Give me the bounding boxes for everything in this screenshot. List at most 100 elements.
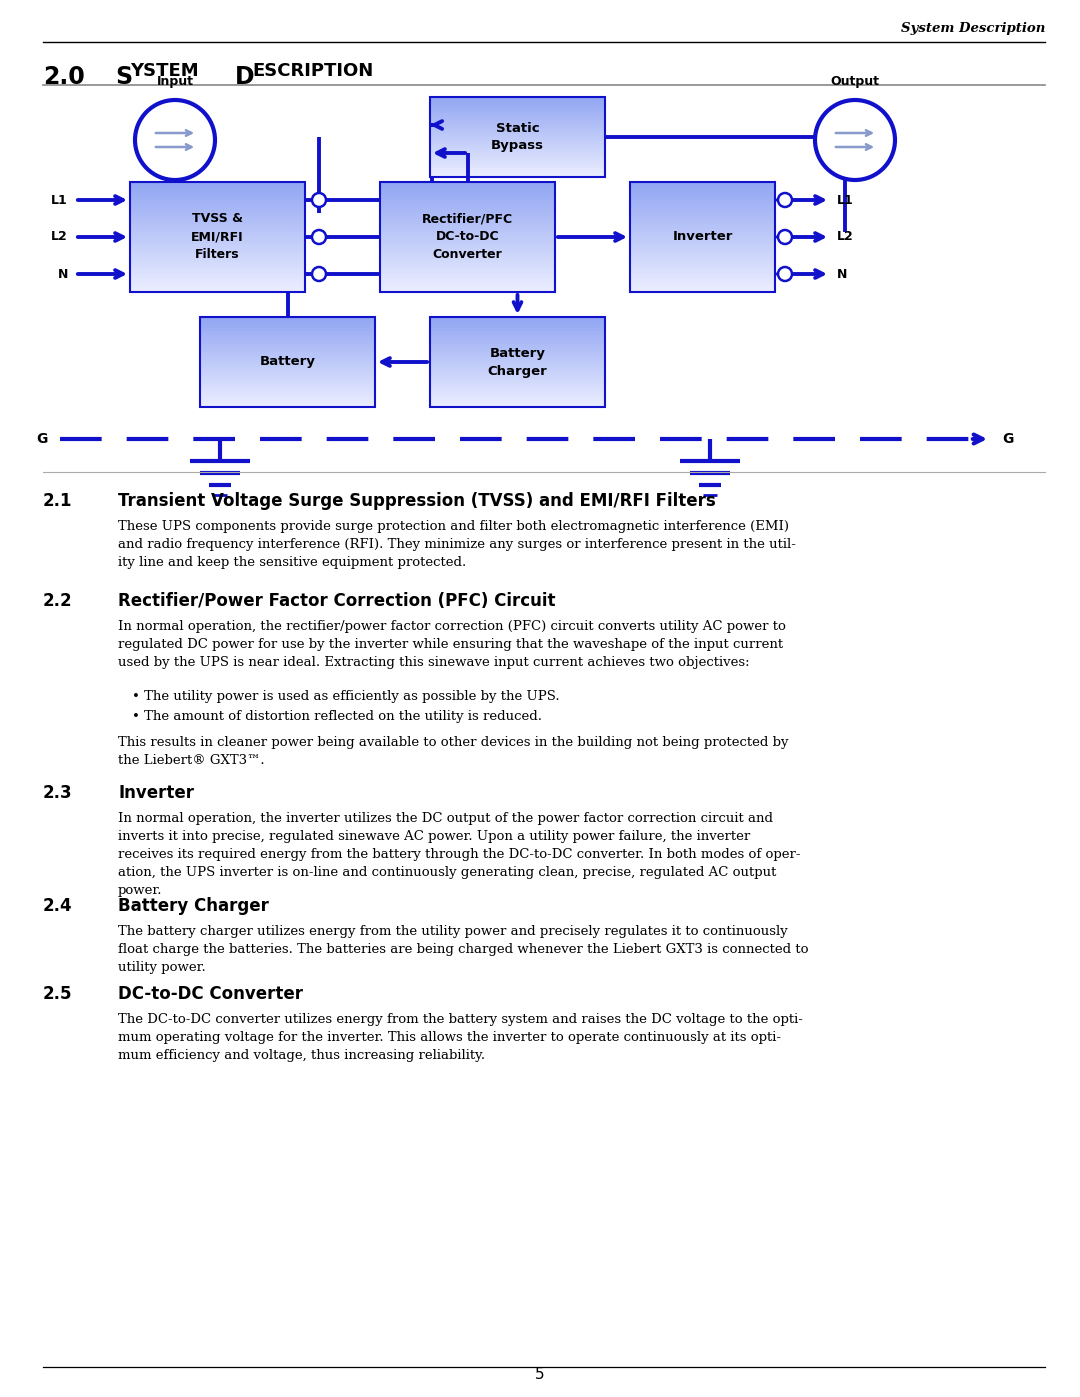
Bar xyxy=(130,271,305,274)
Bar xyxy=(430,105,605,106)
Bar xyxy=(200,362,375,363)
Bar xyxy=(130,260,305,263)
Bar xyxy=(430,337,605,338)
Text: N: N xyxy=(837,267,848,281)
Bar xyxy=(430,348,605,351)
Bar xyxy=(630,219,775,222)
Text: TVSS &
EMI/RFI
Filters: TVSS & EMI/RFI Filters xyxy=(191,212,244,261)
Circle shape xyxy=(312,193,326,207)
Bar xyxy=(430,126,605,127)
Bar xyxy=(430,349,605,352)
Bar xyxy=(200,334,375,337)
Bar xyxy=(430,113,605,116)
Bar xyxy=(200,365,375,366)
Text: L1: L1 xyxy=(51,194,68,207)
Bar xyxy=(200,400,375,401)
Text: The DC-to-DC converter utilizes energy from the battery system and raises the DC: The DC-to-DC converter utilizes energy f… xyxy=(118,1013,802,1062)
Bar xyxy=(380,240,555,243)
Bar xyxy=(430,383,605,384)
Text: ESCRIPTION: ESCRIPTION xyxy=(252,61,374,80)
Bar xyxy=(630,282,775,285)
Bar xyxy=(630,204,775,205)
Bar xyxy=(200,398,375,400)
Bar xyxy=(380,236,555,239)
Bar xyxy=(200,388,375,391)
Bar xyxy=(380,190,555,193)
Bar xyxy=(130,228,305,229)
Bar xyxy=(200,391,375,394)
Bar xyxy=(130,258,305,261)
Bar xyxy=(630,253,775,256)
Bar xyxy=(200,345,375,346)
Bar xyxy=(630,210,775,211)
Bar xyxy=(130,224,305,226)
Bar xyxy=(630,212,775,215)
Bar xyxy=(430,172,605,175)
Bar xyxy=(200,395,375,398)
Bar xyxy=(630,231,775,233)
Bar xyxy=(380,251,555,253)
Bar xyxy=(130,268,305,270)
Bar xyxy=(130,244,305,246)
Bar xyxy=(130,219,305,222)
Bar xyxy=(430,144,605,147)
Text: 2.4: 2.4 xyxy=(43,897,72,915)
Bar xyxy=(430,400,605,401)
Bar xyxy=(200,387,375,388)
Bar xyxy=(130,210,305,211)
Bar xyxy=(130,275,305,278)
Bar xyxy=(380,264,555,267)
Bar xyxy=(130,189,305,191)
Bar xyxy=(380,281,555,282)
Bar xyxy=(200,327,375,330)
Bar xyxy=(430,124,605,126)
Bar xyxy=(630,233,775,235)
Bar xyxy=(200,359,375,360)
Bar xyxy=(630,257,775,258)
Bar xyxy=(430,127,605,129)
Text: 2.5: 2.5 xyxy=(43,985,72,1003)
Bar xyxy=(630,246,775,249)
Bar xyxy=(130,264,305,267)
Bar xyxy=(430,319,605,320)
Bar xyxy=(380,200,555,203)
Text: System Description: System Description xyxy=(901,22,1045,35)
Bar xyxy=(630,274,775,275)
Bar xyxy=(130,281,305,282)
Bar xyxy=(130,288,305,291)
Circle shape xyxy=(778,193,792,207)
Bar xyxy=(430,339,605,341)
Bar xyxy=(630,205,775,208)
Bar xyxy=(130,215,305,217)
Bar xyxy=(380,278,555,281)
Bar xyxy=(130,200,305,203)
Bar xyxy=(200,393,375,395)
Bar xyxy=(200,390,375,393)
Text: Inverter: Inverter xyxy=(118,784,194,802)
Bar xyxy=(430,401,605,402)
Bar xyxy=(630,193,775,194)
Bar xyxy=(630,189,775,191)
Bar xyxy=(630,183,775,186)
Bar xyxy=(380,244,555,246)
Text: Static
Bypass: Static Bypass xyxy=(491,122,544,152)
Text: 2.0: 2.0 xyxy=(43,66,84,89)
Bar xyxy=(430,359,605,360)
Bar xyxy=(430,380,605,381)
Bar xyxy=(130,229,305,232)
Bar xyxy=(130,235,305,237)
Text: G: G xyxy=(1002,432,1013,446)
Bar xyxy=(200,379,375,380)
Bar xyxy=(200,326,375,327)
Bar xyxy=(430,341,605,342)
Text: D: D xyxy=(235,66,255,89)
Bar xyxy=(430,112,605,113)
Bar xyxy=(130,205,305,208)
Bar xyxy=(380,210,555,211)
Bar xyxy=(130,182,305,292)
Bar xyxy=(200,321,375,323)
Bar xyxy=(630,247,775,250)
Bar xyxy=(380,239,555,240)
Bar xyxy=(430,145,605,148)
Bar xyxy=(430,405,605,407)
